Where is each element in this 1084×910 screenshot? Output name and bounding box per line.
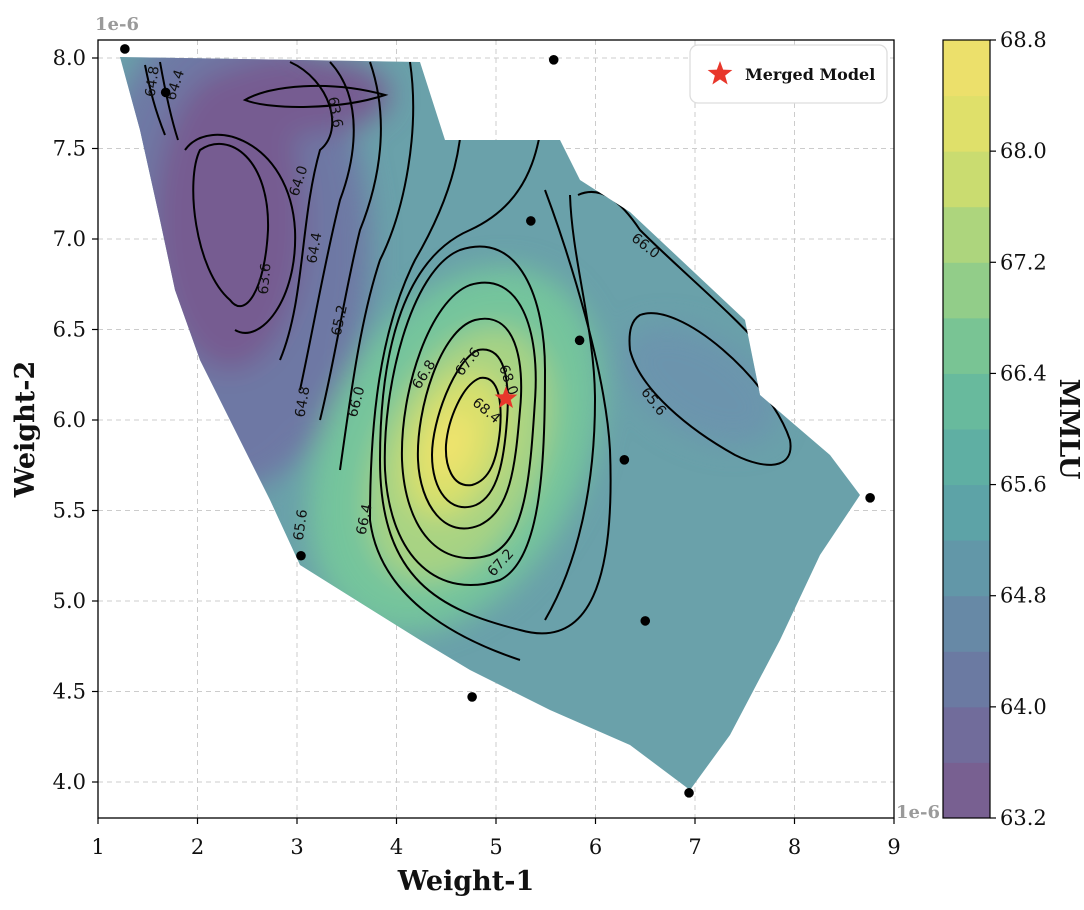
sample-point — [574, 335, 585, 346]
y-tick-label: 4.0 — [53, 770, 86, 794]
x-tick-label: 7 — [688, 835, 701, 859]
x-tick-label: 9 — [887, 835, 900, 859]
contour-label: 63.6 — [324, 96, 345, 130]
colorbar-band — [943, 540, 990, 597]
x-tick-label: 1 — [91, 835, 104, 859]
contour-line — [400, 281, 537, 560]
sample-point — [619, 455, 630, 465]
colorbar-band — [943, 595, 990, 652]
contour-line — [383, 245, 547, 586]
colorbar-tick-label: 68.8 — [1000, 28, 1047, 52]
x-tick-label: 8 — [788, 835, 801, 859]
colorbar-tick-label: 64.8 — [1000, 584, 1047, 608]
x-tick-label: 3 — [290, 835, 303, 859]
colorbar-band — [943, 40, 990, 97]
colorbar-band — [943, 206, 990, 263]
contour-line — [144, 64, 166, 136]
colorbar-tick-label: 63.2 — [1000, 806, 1047, 830]
colorbar-band — [943, 762, 990, 819]
contour-line — [319, 61, 382, 421]
x-scale-label: 1e-6 — [896, 802, 940, 823]
colorbar: 63.2 64.0 64.8 65.6 66.4 67.2 68.0 68.8 — [942, 28, 1047, 830]
contour-line — [430, 348, 509, 508]
contour-label: 65.6 — [291, 508, 311, 541]
contour-line — [368, 61, 521, 661]
colorbar-band — [943, 706, 990, 763]
contour-label: 65.2 — [329, 304, 351, 338]
colorbar-band — [943, 429, 990, 486]
sample-points — [120, 44, 875, 798]
sample-point — [526, 216, 536, 226]
contour-line — [444, 376, 502, 487]
x-tick-label: 2 — [191, 835, 204, 859]
x-axis-ticks: 1 2 3 4 5 6 7 8 9 — [91, 818, 901, 859]
contour-line — [279, 61, 334, 361]
contour-label: 63.6 — [256, 263, 275, 296]
y-axis-ticks: 4.0 4.5 5.0 5.5 6.0 6.5 7.0 7.5 8.0 — [53, 46, 98, 794]
contour-line — [159, 61, 179, 141]
contour-line — [242, 84, 389, 108]
y-tick-label: 5.0 — [53, 589, 86, 613]
colorbar-frame — [942, 39, 991, 819]
colorbar-tick-label: 64.0 — [1000, 695, 1047, 719]
y-tick-label: 6.0 — [53, 408, 86, 432]
legend-star-icon — [707, 61, 733, 85]
sample-point — [865, 493, 875, 503]
contour-label: 66.4 — [354, 503, 376, 537]
y-scale-label: 1e-6 — [95, 14, 139, 35]
x-axis-title: Weight-1 — [397, 866, 535, 897]
legend-label: Merged Model — [745, 65, 875, 84]
contour-line — [192, 143, 270, 307]
colorbar-tick-label: 67.2 — [1000, 250, 1047, 274]
colorbar-band — [943, 151, 990, 208]
y-tick-label: 6.5 — [53, 318, 86, 342]
contour-line — [339, 61, 415, 471]
contour-line — [628, 312, 792, 466]
colorbar-band — [943, 373, 990, 430]
contour-line — [299, 61, 355, 391]
colorbar-band — [943, 317, 990, 374]
colorbar-tick-label: 66.4 — [1000, 361, 1047, 385]
x-tick-label: 5 — [489, 835, 502, 859]
colorbar-band — [943, 262, 990, 319]
x-tick-label: 6 — [589, 835, 602, 859]
colorbar-tick-label: 65.6 — [1000, 473, 1047, 497]
colorbar-band — [943, 95, 990, 152]
contour-label: 66.0 — [345, 385, 369, 419]
contour-lines — [144, 61, 792, 661]
colorbar-tick-label: 68.0 — [1000, 139, 1047, 163]
contour-line — [544, 194, 597, 621]
sample-point — [160, 87, 171, 98]
legend-star-marker — [707, 61, 733, 85]
colorbar-band — [943, 484, 990, 541]
contour-label: 64.8 — [292, 385, 313, 418]
merged-model-marker — [494, 386, 518, 408]
colorbar-band — [943, 651, 990, 708]
y-tick-label: 7.5 — [53, 137, 86, 161]
colorbar-label: MMLU — [1053, 379, 1084, 480]
legend-box — [689, 44, 888, 104]
sample-point — [120, 44, 130, 54]
contour-line — [378, 61, 612, 635]
legend: Merged Model — [689, 44, 888, 104]
contour-line — [184, 133, 297, 334]
sample-point — [640, 616, 651, 626]
sample-point — [684, 788, 694, 798]
contour-label: 64.8 — [143, 65, 163, 98]
y-tick-label: 4.5 — [53, 680, 86, 704]
merged-model-star — [494, 386, 518, 408]
x-tick-label: 4 — [390, 835, 403, 859]
sample-point — [296, 550, 306, 561]
sample-point — [548, 55, 559, 65]
y-tick-label: 7.0 — [53, 227, 86, 251]
contour-line — [416, 317, 523, 530]
contour-label: 64.4 — [304, 231, 325, 265]
y-tick-label: 5.5 — [53, 499, 86, 523]
y-tick-label: 8.0 — [53, 46, 86, 70]
y-axis-title: Weight-2 — [10, 361, 41, 499]
sample-point — [467, 692, 477, 702]
